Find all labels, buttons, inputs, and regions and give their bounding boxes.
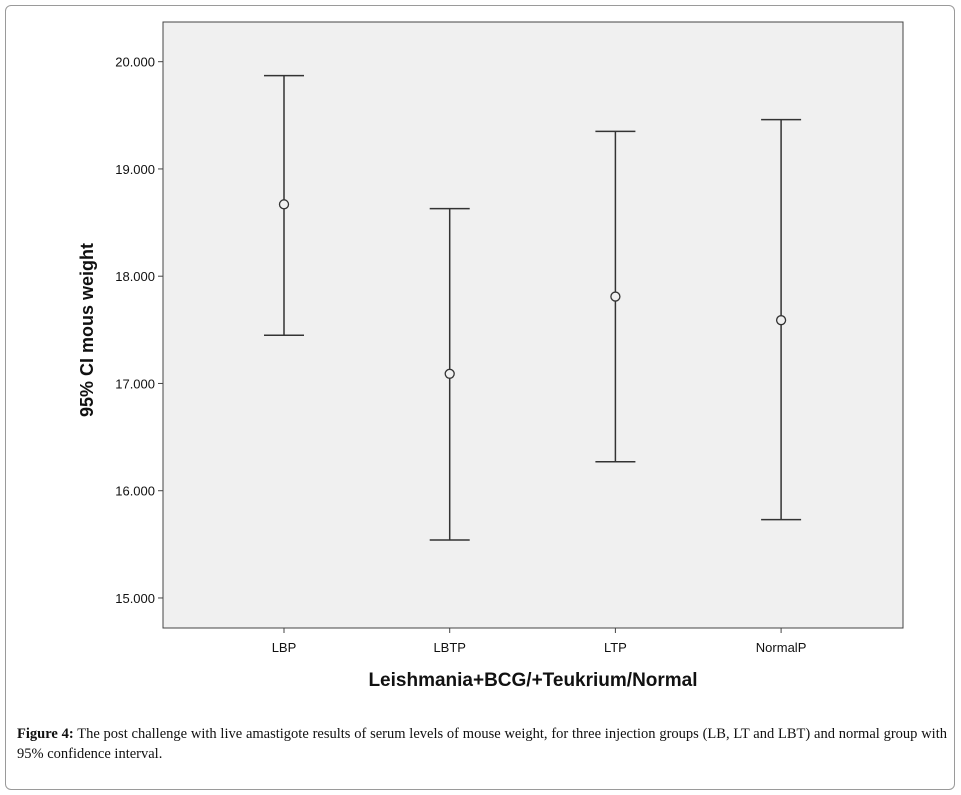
- y-tick-label: 15.000: [115, 591, 155, 606]
- y-tick-label: 16.000: [115, 484, 155, 499]
- error-bar-ltp: [595, 130, 636, 463]
- y-axis-label: 95% CI mous weight: [77, 243, 97, 417]
- mean-point: [278, 199, 290, 210]
- caption-label: Figure 4:: [17, 726, 74, 742]
- error-bar-normalp: [761, 118, 802, 521]
- caption-text: The post challenge with live amastigote …: [17, 726, 947, 762]
- x-axis-label: Leishmania+BCG/+Teukrium/Normal: [368, 670, 697, 691]
- y-axis: 15.000 16.000 17.000 18.000 19.000 20.000: [115, 55, 163, 606]
- mean-point: [444, 368, 455, 379]
- figure-frame: [5, 5, 955, 790]
- error-bar-lbtp: [429, 207, 470, 541]
- y-tick-label: 19.000: [115, 162, 155, 177]
- mean-point: [775, 315, 787, 326]
- x-tick-label: LBTP: [433, 640, 466, 655]
- y-tick-label: 20.000: [115, 55, 155, 70]
- error-bar-lbp: [264, 74, 304, 336]
- x-axis: LBP LBTP LTP NormalP: [272, 628, 807, 655]
- figure-caption: Figure 4: The post challenge with live a…: [17, 724, 947, 764]
- error-bars: [264, 74, 802, 541]
- x-tick-label: LTP: [604, 640, 627, 655]
- x-tick-label: LBP: [272, 640, 297, 655]
- y-tick-label: 18.000: [115, 269, 155, 284]
- plot-area: [162, 21, 904, 629]
- y-tick-label: 17.000: [115, 376, 155, 391]
- x-tick-label: NormalP: [756, 640, 807, 655]
- mean-point: [610, 291, 621, 302]
